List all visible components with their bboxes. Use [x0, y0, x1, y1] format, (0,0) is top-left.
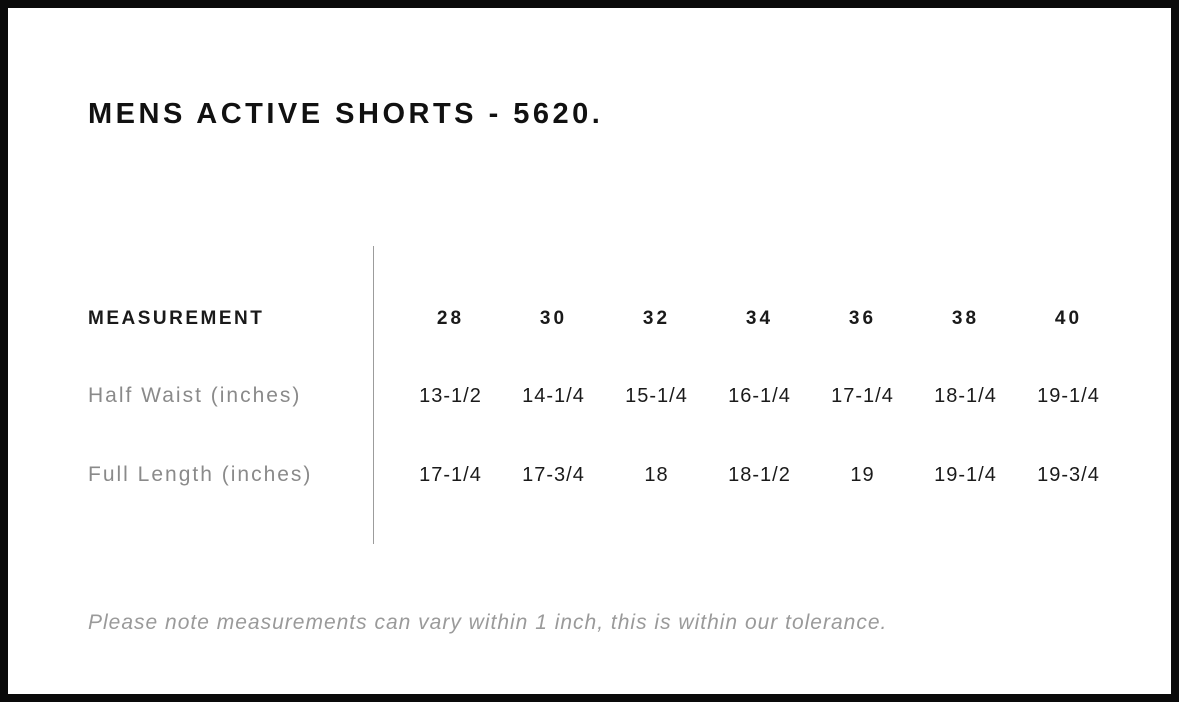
size-header-28: 28 [436, 308, 465, 329]
size-header-30: 30 [539, 308, 568, 329]
table-header-row: MEASUREMENT 28 30 32 34 36 38 40 [88, 304, 1120, 334]
tolerance-note: Please note measurements can vary within… [88, 611, 888, 634]
half-waist-value-38: 18-1/4 [934, 384, 997, 407]
table-row-full-length: Full Length (inches) 17-1/4 17-3/4 18 18… [88, 460, 1120, 490]
full-length-value-32: 18 [644, 463, 669, 486]
row-label-full-length: Full Length (inches) [88, 463, 313, 486]
full-length-value-34: 18-1/2 [728, 463, 791, 486]
size-header-40: 40 [1054, 308, 1083, 329]
table-row-half-waist: Half Waist (inches) 13-1/2 14-1/4 15-1/4… [88, 381, 1120, 411]
half-waist-value-32: 15-1/4 [625, 384, 688, 407]
size-header-38: 38 [951, 308, 980, 329]
half-waist-value-40: 19-1/4 [1037, 384, 1100, 407]
size-header-34: 34 [745, 308, 774, 329]
size-header-36: 36 [848, 308, 877, 329]
table-divider-line [373, 246, 374, 544]
half-waist-value-30: 14-1/4 [522, 384, 585, 407]
half-waist-value-36: 17-1/4 [831, 384, 894, 407]
full-length-value-36: 19 [850, 463, 875, 486]
full-length-value-28: 17-1/4 [419, 463, 482, 486]
full-length-value-40: 19-3/4 [1037, 463, 1100, 486]
full-length-value-38: 19-1/4 [934, 463, 997, 486]
half-waist-value-34: 16-1/4 [728, 384, 791, 407]
size-header-32: 32 [642, 308, 671, 329]
half-waist-value-28: 13-1/2 [419, 384, 482, 407]
page-title: MENS ACTIVE SHORTS - 5620. [88, 98, 604, 130]
row-label-half-waist: Half Waist (inches) [88, 384, 302, 407]
full-length-value-30: 17-3/4 [522, 463, 585, 486]
measurement-column-header: MEASUREMENT [88, 308, 265, 329]
